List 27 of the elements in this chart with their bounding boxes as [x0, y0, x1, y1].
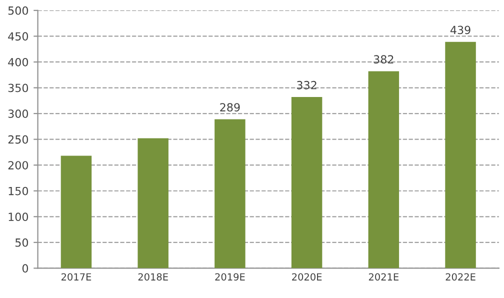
bar — [214, 119, 246, 268]
bar — [445, 42, 476, 268]
y-tick-label: 250 — [8, 135, 28, 144]
x-tick-label: 2018E — [138, 273, 168, 281]
x-tick-label: 2021E — [368, 273, 398, 281]
data-label: 439 — [450, 26, 470, 34]
x-tick-label: 2022E — [446, 273, 476, 281]
x-tick-label: 2019E — [215, 273, 245, 281]
y-tick-label: 350 — [8, 84, 28, 92]
y-tick-label: 0 — [22, 264, 28, 273]
x-tick-label: 2020E — [292, 273, 322, 281]
y-tick-label: 500 — [8, 6, 28, 15]
bar — [60, 156, 92, 268]
data-label: 382 — [374, 55, 394, 64]
bar — [291, 97, 322, 268]
y-tick-label: 400 — [8, 58, 28, 66]
y-tick-label: 50 — [15, 238, 28, 247]
data-label: 332 — [297, 80, 316, 90]
bar — [138, 138, 168, 268]
data-label: 289 — [220, 103, 240, 112]
x-tick-label: 2017E — [62, 273, 92, 281]
bar — [368, 71, 400, 268]
y-tick-label: 450 — [8, 32, 28, 41]
y-tick-label: 100 — [8, 212, 28, 222]
y-tick-label: 300 — [8, 110, 28, 118]
y-tick-label: 200 — [8, 161, 28, 170]
y-tick-label: 150 — [8, 186, 28, 196]
